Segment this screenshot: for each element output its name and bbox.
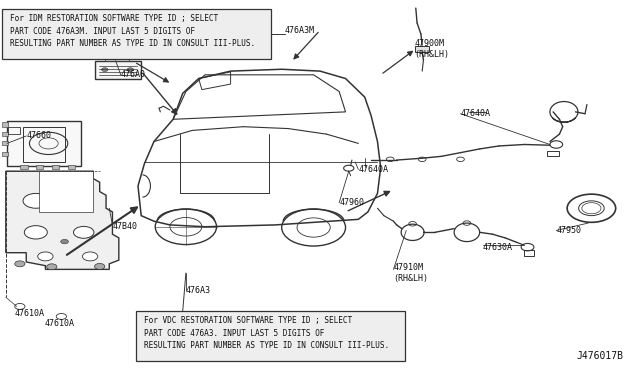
Bar [2, 132, 8, 136]
Bar [36, 165, 44, 169]
Bar [68, 165, 76, 169]
Bar [105, 57, 129, 61]
Text: 47610A: 47610A [44, 320, 74, 328]
Polygon shape [6, 171, 119, 269]
Bar [524, 250, 534, 256]
Bar [415, 46, 429, 52]
Circle shape [38, 252, 53, 261]
Text: J476017B: J476017B [577, 351, 623, 361]
Circle shape [102, 68, 108, 71]
Bar [2, 152, 8, 156]
Text: 476A3M: 476A3M [285, 26, 315, 35]
Text: 47900M
(RH&LH): 47900M (RH&LH) [415, 39, 449, 58]
Text: 47640A: 47640A [358, 165, 388, 174]
Bar [7, 121, 81, 166]
Bar [20, 165, 28, 169]
Circle shape [24, 226, 47, 239]
Bar [23, 127, 65, 162]
Circle shape [74, 227, 94, 238]
Text: 47660: 47660 [26, 131, 51, 141]
Circle shape [61, 239, 68, 244]
Text: 47640A: 47640A [461, 109, 490, 118]
Text: 47950: 47950 [556, 226, 581, 235]
Circle shape [15, 261, 25, 267]
Text: For VDC RESTORATION SOFTWARE TYPE ID ; SELECT
PART CODE 476A3. INPUT LAST 5 DIGI: For VDC RESTORATION SOFTWARE TYPE ID ; S… [145, 317, 390, 350]
Text: 47B40: 47B40 [113, 222, 138, 231]
Bar [8, 127, 20, 134]
Text: 47610A: 47610A [15, 310, 45, 318]
Bar [2, 122, 8, 127]
Text: 476A3: 476A3 [186, 286, 211, 295]
Bar [95, 61, 141, 78]
Text: For IDM RESTORATION SOFTWARE TYPE ID ; SELECT
PART CODE 476A3M. INPUT LAST 5 DIG: For IDM RESTORATION SOFTWARE TYPE ID ; S… [10, 15, 255, 48]
Circle shape [83, 252, 98, 261]
FancyBboxPatch shape [136, 311, 405, 361]
Circle shape [23, 193, 49, 208]
Circle shape [127, 68, 134, 71]
Text: 47910M
(RH&LH): 47910M (RH&LH) [394, 263, 428, 283]
Text: 476A0: 476A0 [121, 70, 146, 79]
Bar [2, 141, 8, 145]
Text: 47630A: 47630A [483, 243, 513, 251]
Bar [52, 165, 60, 169]
Circle shape [55, 193, 81, 208]
Polygon shape [39, 171, 93, 212]
FancyBboxPatch shape [2, 9, 271, 59]
Circle shape [95, 263, 105, 269]
Circle shape [47, 264, 57, 270]
Text: 47960: 47960 [339, 198, 364, 207]
